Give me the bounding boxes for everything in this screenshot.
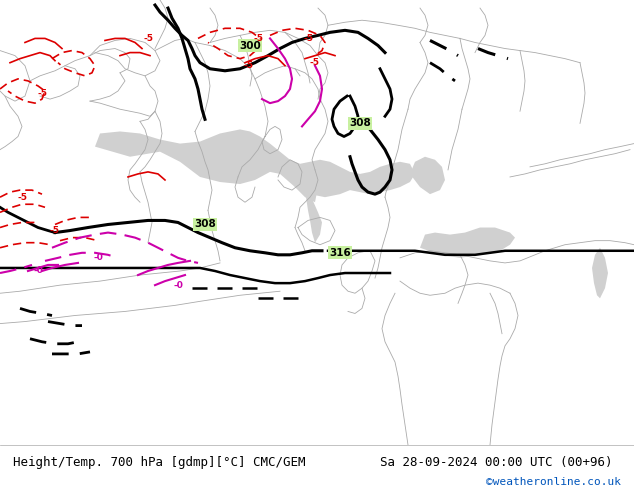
Text: 308: 308	[349, 119, 371, 128]
Text: -0: -0	[173, 281, 183, 290]
Text: -5: -5	[17, 193, 27, 202]
Text: -5: -5	[310, 58, 320, 67]
Polygon shape	[306, 194, 322, 243]
Text: 300: 300	[239, 41, 261, 50]
Text: -5: -5	[37, 89, 47, 98]
Text: -0: -0	[33, 267, 43, 275]
Polygon shape	[592, 248, 608, 298]
Polygon shape	[410, 157, 445, 194]
Polygon shape	[95, 129, 415, 197]
Polygon shape	[420, 227, 515, 258]
Text: -0: -0	[93, 253, 103, 262]
Text: -5: -5	[243, 61, 253, 70]
Text: Sa 28-09-2024 00:00 UTC (00+96): Sa 28-09-2024 00:00 UTC (00+96)	[380, 456, 613, 468]
Text: -5: -5	[50, 226, 60, 235]
Text: ©weatheronline.co.uk: ©weatheronline.co.uk	[486, 477, 621, 487]
Text: Height/Temp. 700 hPa [gdmp][°C] CMC/GEM: Height/Temp. 700 hPa [gdmp][°C] CMC/GEM	[13, 456, 305, 468]
Text: -5: -5	[143, 34, 153, 43]
Text: 308: 308	[194, 220, 216, 229]
Text: -5: -5	[253, 34, 263, 43]
Text: -5: -5	[303, 34, 313, 43]
Polygon shape	[292, 170, 318, 202]
Text: 316: 316	[329, 248, 351, 258]
